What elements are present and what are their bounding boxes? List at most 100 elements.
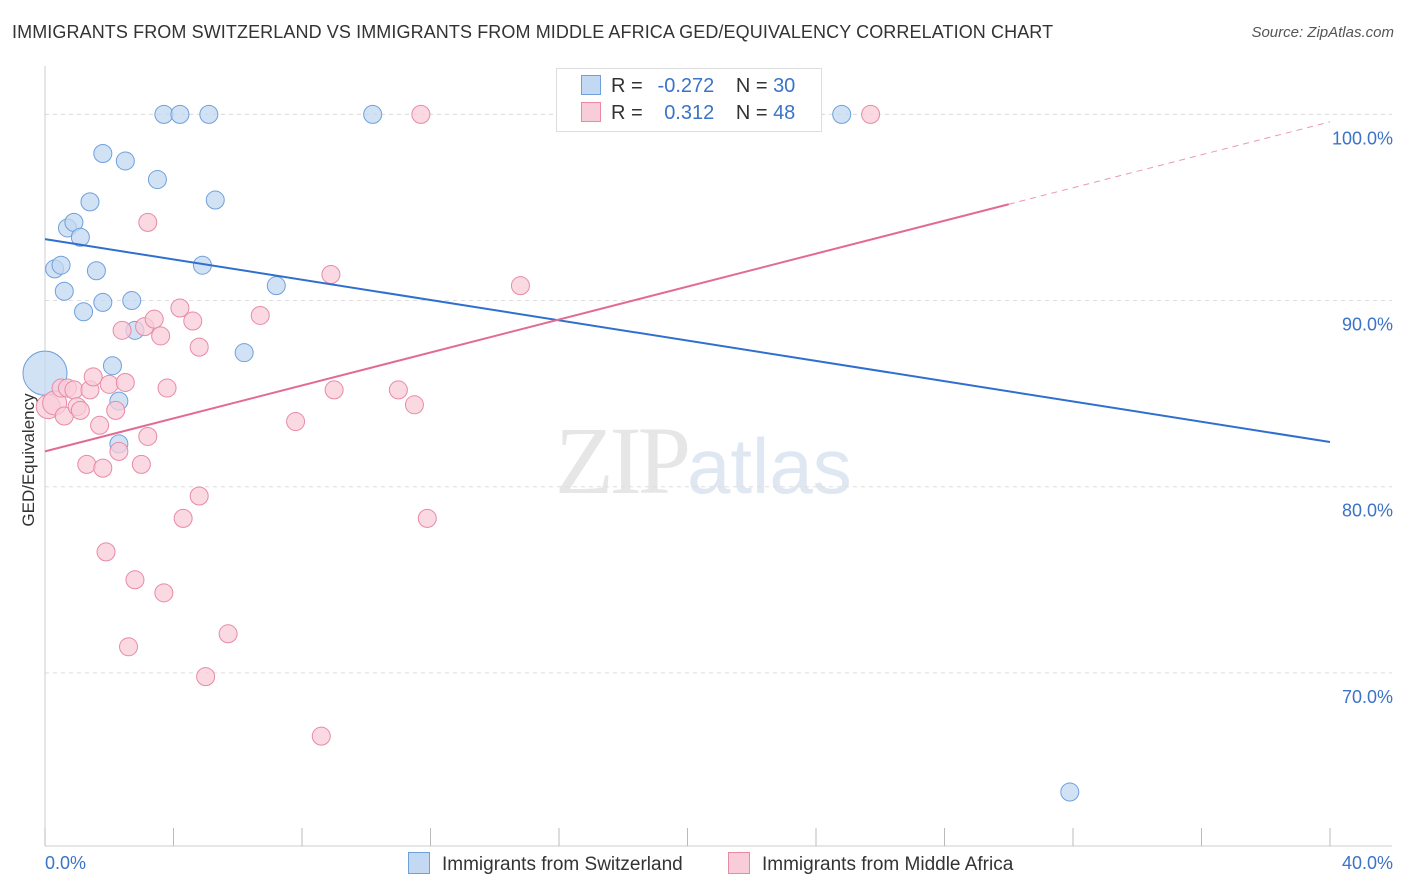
data-point-middle-africa [138,212,158,232]
data-point-middle-africa [196,667,216,687]
data-point-switzerland [832,104,852,124]
data-point-middle-africa [70,400,90,420]
tick-labels: 70.0% 80.0% 90.0% 100.0% 0.0% 40.0% [45,128,1393,873]
data-point-middle-africa [151,326,171,346]
trend-line-middle-africa-extension [1008,121,1331,205]
data-point-switzerland [170,104,190,124]
legend-swatch-blue [408,852,430,874]
legend-r-value: 0.312 [664,102,715,124]
data-point-switzerland [234,343,254,363]
data-point-middle-africa [183,311,203,331]
data-point-switzerland [1060,782,1080,802]
data-point-middle-africa [321,264,341,284]
data-point-switzerland [115,151,135,171]
data-point-middle-africa [170,298,190,318]
data-point-middle-africa [138,426,158,446]
legend-swatch-pink [581,102,601,122]
data-point-switzerland [147,170,167,190]
data-point-switzerland [93,292,113,312]
legend-label-middle-africa: Immigrants from Middle Africa [762,854,1014,875]
legend-n-label: N = [735,102,768,124]
data-point-switzerland [102,356,122,376]
data-point-switzerland [266,276,286,296]
data-point-middle-africa [93,458,113,478]
y-tick-label: 70.0% [1342,687,1393,707]
watermark-zip: ZIP [555,407,691,514]
data-point-middle-africa [388,380,408,400]
chart-title: IMMIGRANTS FROM SWITZERLAND VS IMMIGRANT… [12,22,1054,42]
data-point-middle-africa [99,374,119,394]
data-point-middle-africa [106,400,126,420]
y-axis-label: GED/Equivalency [19,393,38,527]
x-tick-label: 40.0% [1342,853,1393,873]
data-point-switzerland [93,143,113,163]
trend-lines [44,121,1331,453]
legend-swatch-pink [728,852,750,874]
legend-n-value: 30 [773,75,796,97]
data-point-middle-africa [189,337,209,357]
data-point-switzerland [363,104,383,124]
legend-label-switzerland: Immigrants from Switzerland [442,854,683,875]
data-point-middle-africa [218,624,238,644]
data-point-middle-africa [109,441,129,461]
legend-n-value: 48 [773,102,796,124]
data-point-middle-africa [510,276,530,296]
gridlines [45,113,1392,674]
data-point-middle-africa [144,309,164,329]
data-point-middle-africa [64,380,84,400]
data-point-switzerland [205,190,225,210]
data-point-middle-africa [861,104,881,124]
data-point-middle-africa [125,570,145,590]
axes [44,66,1392,847]
trend-line-switzerland [44,238,1331,444]
legend-r-label: R = [611,75,643,97]
trend-line-middle-africa [44,203,1009,453]
legend-item-middle-africa: Immigrants from Middle Africa [728,852,1013,876]
y-tick-label: 80.0% [1342,501,1393,521]
data-point-middle-africa [324,380,344,400]
data-point-middle-africa [77,454,97,474]
data-point-middle-africa [83,367,103,387]
data-point-switzerland [74,302,94,322]
watermark-atlas: atlas [687,422,852,510]
data-point-switzerland [86,261,106,281]
data-point-middle-africa [90,415,110,435]
data-point-middle-africa [112,320,132,340]
y-tick-label: 100.0% [1332,128,1393,148]
data-point-middle-africa [173,508,193,528]
legend-item-switzerland: Immigrants from Switzerland [408,852,683,876]
data-point-switzerland [122,291,142,311]
data-point-middle-africa [250,305,270,325]
data-point-switzerland [54,281,74,301]
legend-r-value: -0.272 [657,75,715,97]
legend-row-switzerland: R = -0.272 N = 30 [581,75,795,98]
data-point-switzerland [154,104,174,124]
data-point-middle-africa [286,412,306,432]
y-tick-label: 90.0% [1342,315,1393,335]
legend-swatch-blue [581,75,601,95]
data-point-middle-africa [131,454,151,474]
data-point-middle-africa [311,726,331,746]
data-point-switzerland [199,104,219,124]
source-label: Source: ZipAtlas.com [1251,24,1394,41]
legend-row-middle-africa: R = 0.312 N = 48 [581,102,795,125]
legend-n-label: N = [735,75,768,97]
data-point-middle-africa [157,378,177,398]
data-point-middle-africa [189,486,209,506]
data-point-middle-africa [411,104,431,124]
watermark: ZIPatlas [555,405,852,516]
data-point-middle-africa [115,372,135,392]
data-point-middle-africa [96,542,116,562]
data-point-switzerland [70,227,90,247]
data-point-middle-africa [119,637,139,657]
data-point-middle-africa [417,508,437,528]
legend-r-label: R = [611,102,643,124]
data-point-switzerland [80,192,100,212]
data-point-middle-africa [404,395,424,415]
stats-legend: R = -0.272 N = 30 R = 0.312 N = 48 [556,68,822,132]
data-points [22,104,1080,802]
x-tick-label: 0.0% [45,853,86,873]
data-point-middle-africa [154,583,174,603]
data-point-switzerland [51,255,71,275]
